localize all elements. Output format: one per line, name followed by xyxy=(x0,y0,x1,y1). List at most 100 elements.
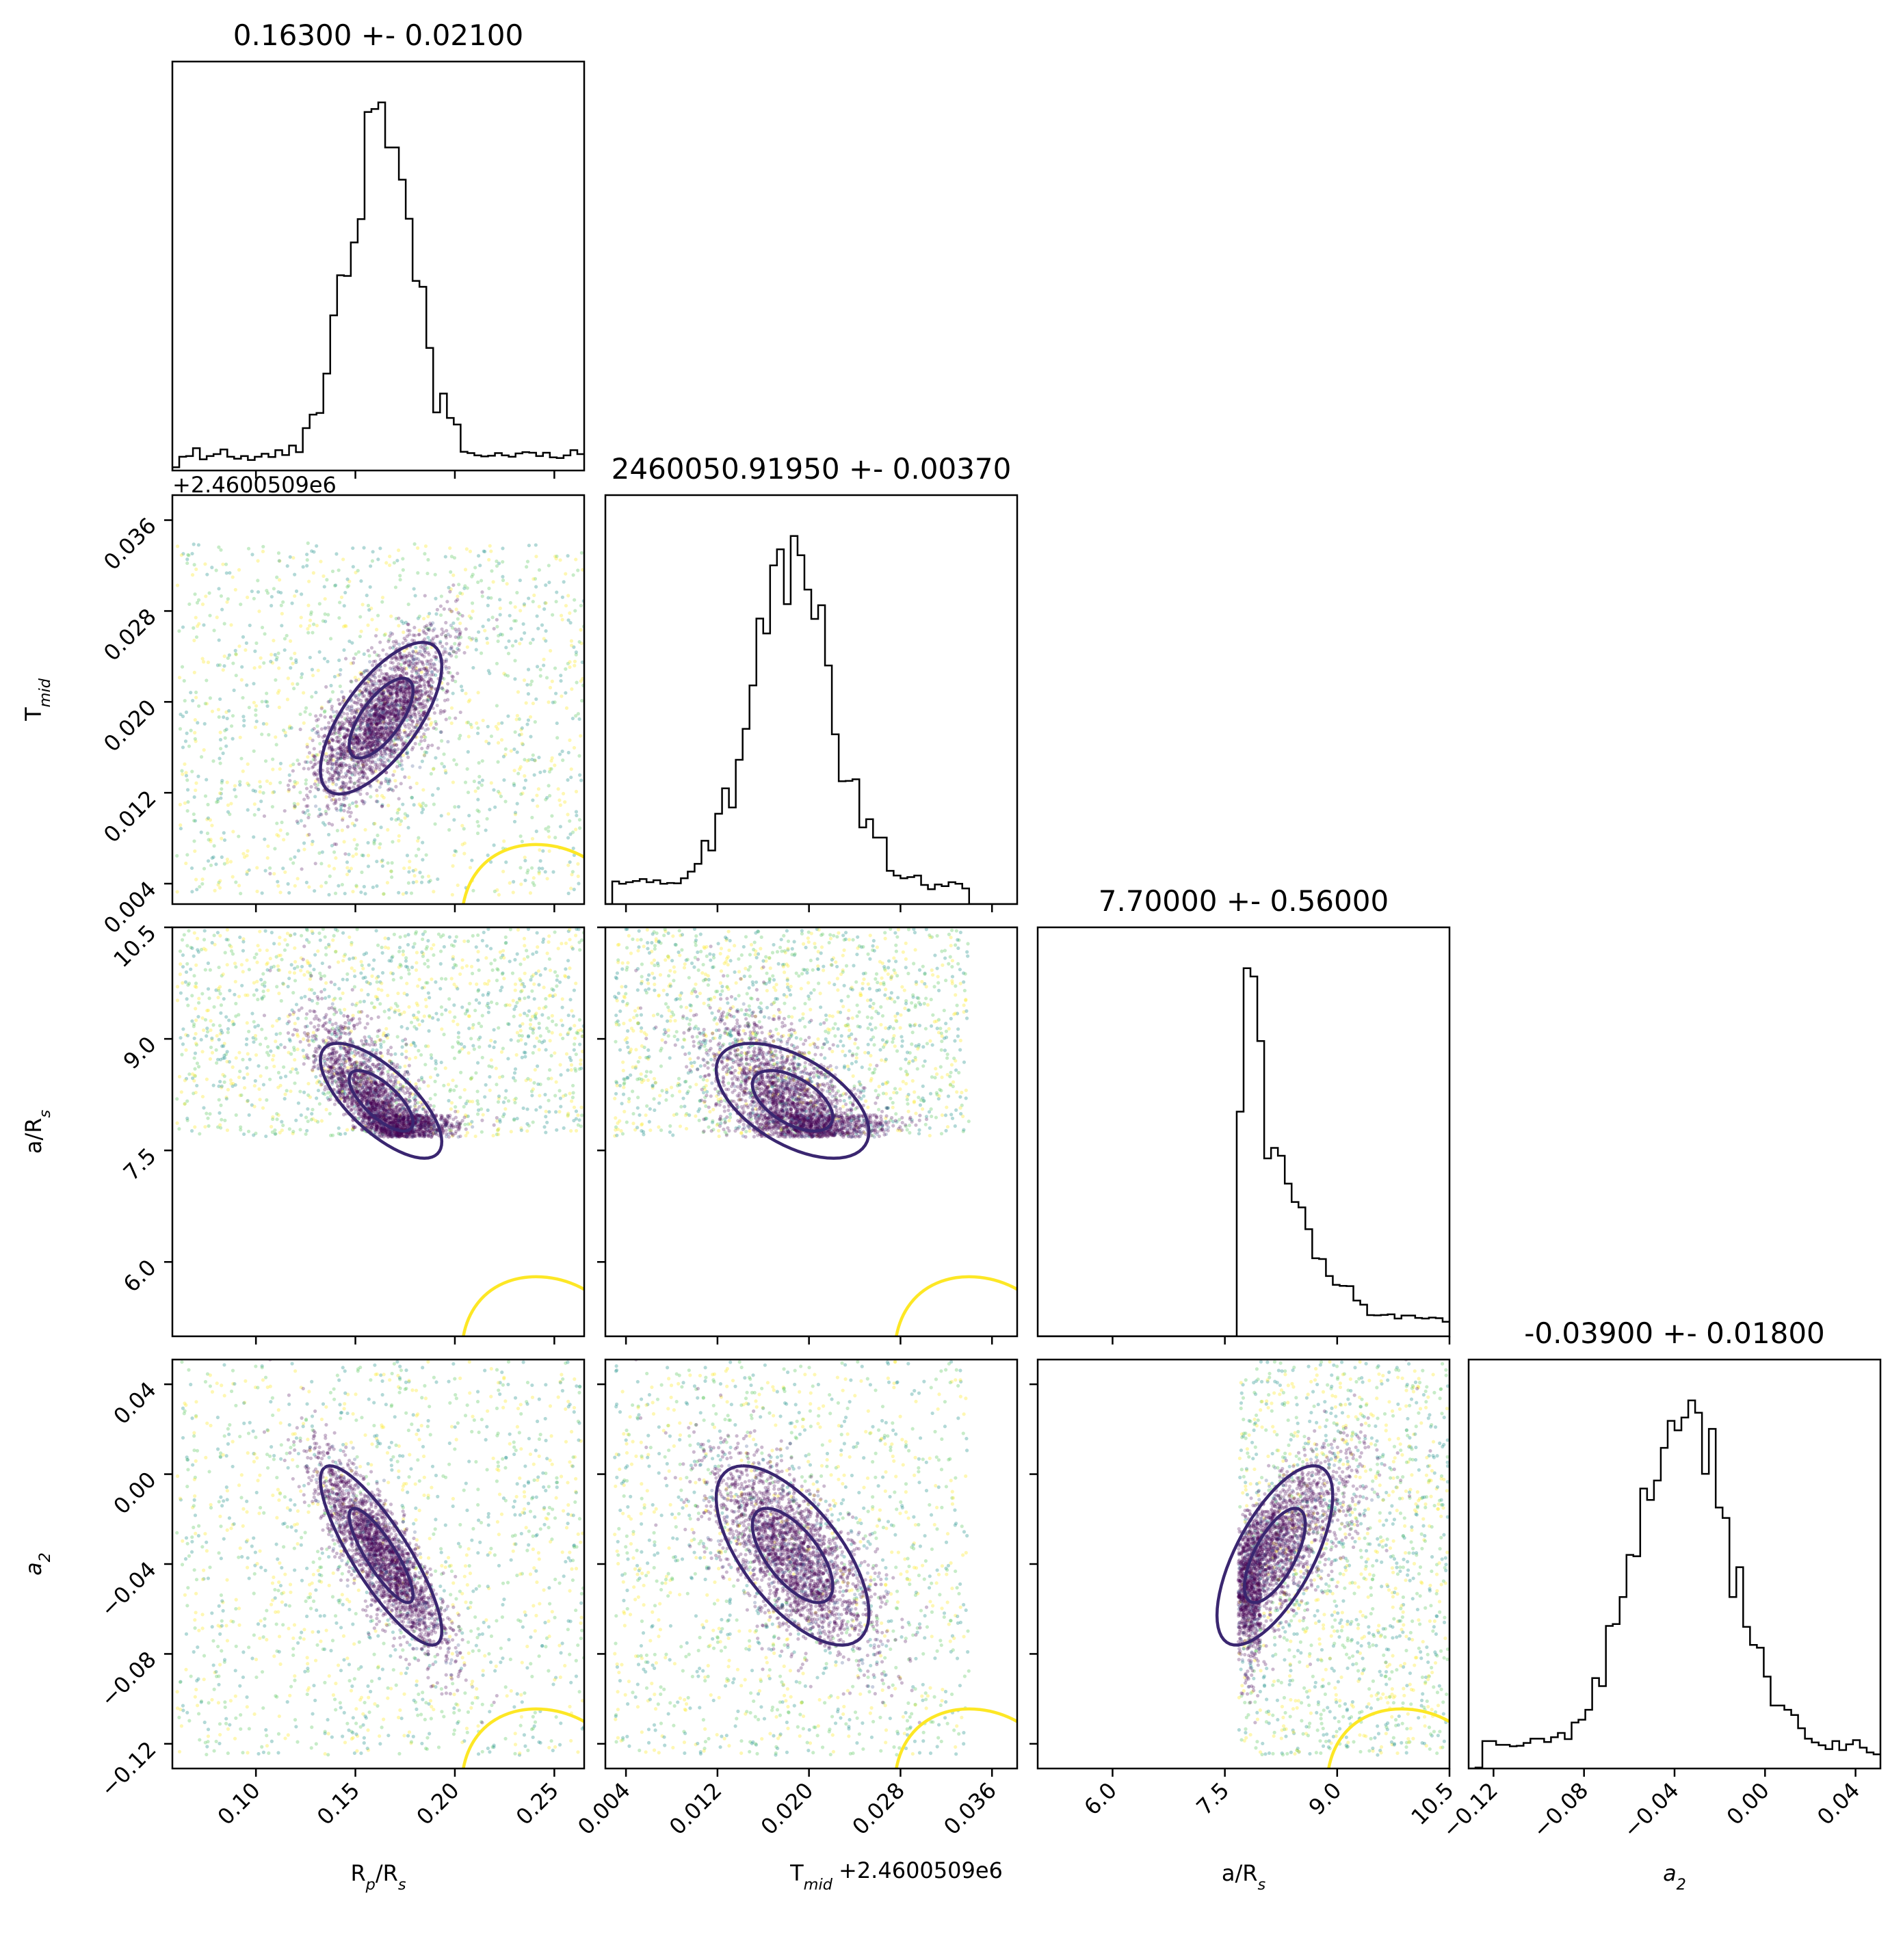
scatter-point xyxy=(387,758,391,763)
scatter-point xyxy=(432,627,436,631)
scatter-point xyxy=(266,844,270,848)
scatter-point xyxy=(474,1071,478,1075)
scatter-point xyxy=(442,752,446,756)
scatter-point xyxy=(428,662,432,666)
scatter-point xyxy=(204,594,208,598)
scatter-point xyxy=(372,650,377,654)
scatter-point xyxy=(388,706,392,711)
scatter-point xyxy=(391,646,395,650)
scatter-point xyxy=(471,609,475,613)
scatter-point xyxy=(193,1074,197,1078)
scatter-point xyxy=(457,583,461,587)
scatter-point xyxy=(373,743,378,747)
scatter-point xyxy=(349,708,353,713)
scatter-point xyxy=(471,1022,475,1027)
scatter-point xyxy=(491,1133,495,1138)
scatter-point xyxy=(454,1084,458,1088)
scatter-point xyxy=(471,888,475,892)
scatter-point xyxy=(381,704,385,708)
scatter-point xyxy=(352,781,356,785)
scatter-point xyxy=(386,725,391,730)
scatter-point xyxy=(470,574,474,579)
scatter-point xyxy=(451,650,456,654)
scatter-point xyxy=(449,706,454,710)
scatter-point xyxy=(403,816,407,820)
scatter-point xyxy=(261,1083,266,1087)
scatter-point xyxy=(363,728,367,732)
scatter-point xyxy=(367,737,371,741)
scatter-point xyxy=(328,715,332,719)
scatter-point xyxy=(345,873,350,877)
scatter-point xyxy=(480,1130,484,1134)
scatter-point xyxy=(363,732,367,737)
scatter-point xyxy=(388,712,392,716)
scatter-point xyxy=(370,743,375,747)
scatter-point xyxy=(369,769,373,773)
scatter-point xyxy=(224,938,228,942)
scatter-point xyxy=(397,698,402,702)
scatter-point xyxy=(394,709,399,713)
scatter-point xyxy=(383,701,387,705)
scatter-point xyxy=(345,977,350,982)
scatter-point xyxy=(336,730,340,734)
scatter-point xyxy=(295,819,299,823)
scatter-point xyxy=(372,737,376,742)
scatter-point xyxy=(364,689,368,693)
scatter-point xyxy=(192,542,196,546)
scatter-point xyxy=(418,696,422,700)
scatter-point xyxy=(337,702,341,706)
scatter-point xyxy=(375,726,379,730)
scatter-point xyxy=(451,955,456,959)
scatter-point xyxy=(432,802,436,806)
scatter-point xyxy=(442,1083,446,1087)
scatter-point xyxy=(558,1063,562,1067)
scatter-point xyxy=(274,1039,278,1044)
scatter-point xyxy=(476,950,480,954)
scatter-point xyxy=(262,661,266,665)
scatter-point xyxy=(404,739,408,743)
scatter-point xyxy=(499,794,503,799)
scatter-point xyxy=(218,992,222,996)
scatter-point xyxy=(414,853,419,858)
scatter-point xyxy=(381,707,385,711)
scatter-point xyxy=(367,713,372,717)
scatter-point xyxy=(320,961,324,966)
scatter-point xyxy=(300,592,304,596)
scatter-point xyxy=(347,579,352,583)
scatter-point xyxy=(371,741,375,745)
scatter-point xyxy=(371,699,376,703)
scatter-point xyxy=(255,889,259,894)
scatter-point xyxy=(380,758,384,763)
scatter-point xyxy=(407,1005,411,1009)
scatter-point xyxy=(460,613,464,618)
scatter-point xyxy=(202,929,207,933)
scatter-point xyxy=(215,1061,219,1065)
scatter-point xyxy=(432,711,437,715)
scatter-point xyxy=(557,798,562,802)
scatter-point xyxy=(341,752,345,757)
scatter-point xyxy=(218,879,222,883)
scatter-point xyxy=(260,625,265,630)
scatter-point xyxy=(427,683,431,687)
scatter-point xyxy=(373,722,378,726)
scatter-point xyxy=(259,799,263,804)
scatter-point xyxy=(377,674,382,678)
scatter-point xyxy=(317,807,321,812)
scatter-point xyxy=(367,750,371,754)
scatter-point xyxy=(386,709,390,714)
scatter-point xyxy=(351,758,355,763)
scatter-point xyxy=(361,773,365,778)
scatter-point xyxy=(424,666,428,670)
scatter-point xyxy=(441,652,445,657)
scatter-point xyxy=(356,725,360,729)
scatter-point xyxy=(417,712,421,717)
scatter-point xyxy=(465,1008,469,1012)
scatter-point xyxy=(260,732,264,737)
scatter-point xyxy=(476,691,480,695)
scatter-point xyxy=(231,875,235,879)
scatter-point xyxy=(187,981,192,985)
scatter-point xyxy=(389,719,393,723)
scatter-point xyxy=(534,585,538,589)
scatter-point xyxy=(345,727,349,731)
scatter-point xyxy=(302,841,306,845)
